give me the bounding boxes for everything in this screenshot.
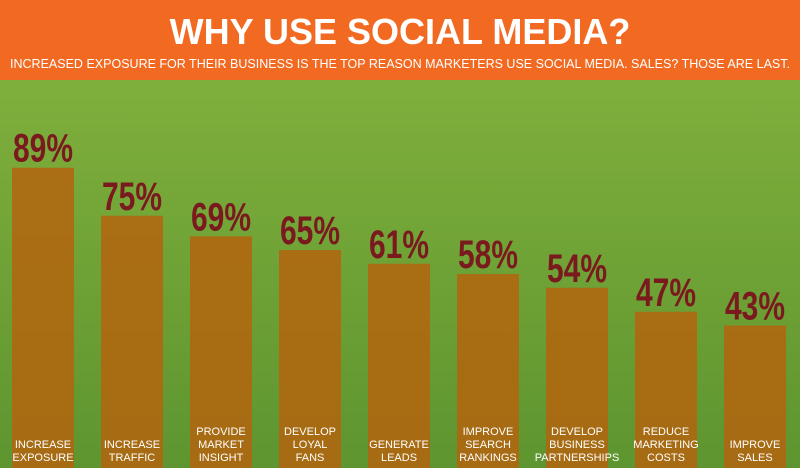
bar bbox=[546, 287, 608, 468]
value-label: 75% bbox=[102, 175, 162, 219]
chart-title: WHY USE SOCIAL MEDIA? bbox=[170, 11, 631, 52]
chart-subtitle: INCREASED EXPOSURE FOR THEIR BUSINESS IS… bbox=[10, 57, 790, 71]
value-label: 43% bbox=[725, 285, 785, 329]
value-label: 61% bbox=[369, 223, 429, 267]
value-label: 65% bbox=[280, 209, 340, 253]
category-label: IMPROVE SALES bbox=[730, 439, 781, 464]
category-label: IMPROVE SEARCH RANKINGS bbox=[459, 426, 516, 464]
category-label: INCREASE TRAFFIC bbox=[104, 439, 160, 464]
bar bbox=[368, 263, 430, 468]
bar bbox=[101, 215, 163, 468]
value-label: 69% bbox=[191, 195, 251, 239]
value-label: 54% bbox=[547, 247, 607, 291]
bar bbox=[457, 274, 519, 468]
category-label: PROVIDE MARKET INSIGHT bbox=[196, 426, 246, 464]
bar bbox=[724, 325, 786, 468]
bar bbox=[12, 167, 74, 468]
category-label: REDUCE MARKETING COSTS bbox=[633, 426, 698, 464]
value-label: 89% bbox=[13, 127, 73, 171]
category-label: INCREASE EXPOSURE bbox=[12, 439, 73, 464]
value-label: 47% bbox=[636, 271, 696, 315]
bar bbox=[279, 250, 341, 468]
bar bbox=[190, 236, 252, 468]
bar bbox=[635, 311, 697, 468]
header-band bbox=[0, 0, 800, 80]
value-label: 58% bbox=[458, 233, 518, 277]
category-label: DEVELOP BUSINESS PARTNERSHIPS bbox=[535, 426, 620, 464]
category-label: GENERATE LEADS bbox=[369, 439, 429, 464]
category-label: DEVELOP LOYAL FANS bbox=[284, 426, 336, 464]
